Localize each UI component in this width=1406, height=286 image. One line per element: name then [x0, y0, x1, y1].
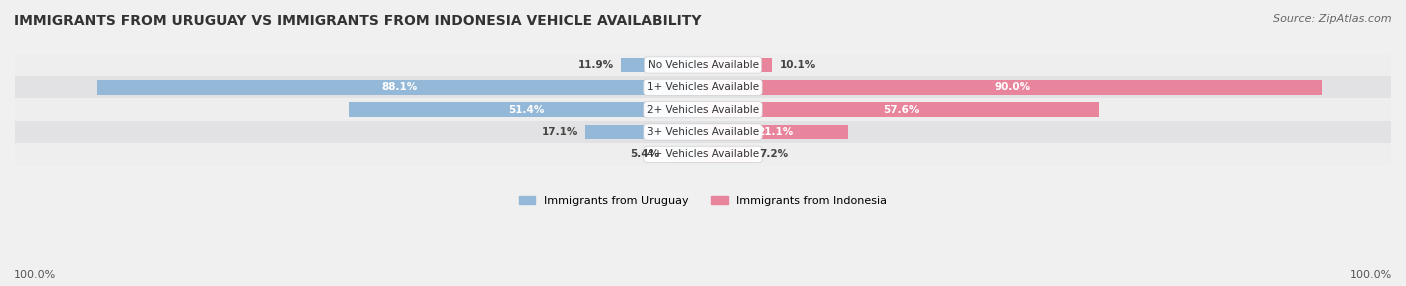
Text: 4+ Vehicles Available: 4+ Vehicles Available: [647, 149, 759, 159]
Bar: [15, 121, 1391, 143]
Bar: [703, 80, 1322, 95]
Bar: [585, 125, 703, 139]
Text: 10.1%: 10.1%: [779, 60, 815, 70]
Bar: [15, 98, 1391, 121]
Bar: [15, 143, 1391, 166]
Bar: [703, 102, 1099, 117]
Text: IMMIGRANTS FROM URUGUAY VS IMMIGRANTS FROM INDONESIA VEHICLE AVAILABILITY: IMMIGRANTS FROM URUGUAY VS IMMIGRANTS FR…: [14, 14, 702, 28]
Text: 100.0%: 100.0%: [14, 270, 56, 280]
Bar: [703, 58, 772, 72]
Text: 51.4%: 51.4%: [508, 105, 544, 115]
Text: 11.9%: 11.9%: [578, 60, 614, 70]
Text: 7.2%: 7.2%: [759, 149, 789, 159]
Bar: [666, 147, 703, 162]
Bar: [349, 102, 703, 117]
Text: 3+ Vehicles Available: 3+ Vehicles Available: [647, 127, 759, 137]
Text: Source: ZipAtlas.com: Source: ZipAtlas.com: [1274, 14, 1392, 24]
Text: 2+ Vehicles Available: 2+ Vehicles Available: [647, 105, 759, 115]
Text: 17.1%: 17.1%: [543, 127, 578, 137]
Legend: Immigrants from Uruguay, Immigrants from Indonesia: Immigrants from Uruguay, Immigrants from…: [515, 191, 891, 210]
Text: 21.1%: 21.1%: [758, 127, 794, 137]
Text: 88.1%: 88.1%: [382, 82, 418, 92]
Text: No Vehicles Available: No Vehicles Available: [648, 60, 758, 70]
Text: 1+ Vehicles Available: 1+ Vehicles Available: [647, 82, 759, 92]
Bar: [97, 80, 703, 95]
Text: 5.4%: 5.4%: [630, 149, 659, 159]
Bar: [703, 147, 752, 162]
Text: 57.6%: 57.6%: [883, 105, 920, 115]
Bar: [15, 54, 1391, 76]
Text: 90.0%: 90.0%: [994, 82, 1031, 92]
Bar: [15, 76, 1391, 98]
Text: 100.0%: 100.0%: [1350, 270, 1392, 280]
Bar: [703, 125, 848, 139]
Bar: [621, 58, 703, 72]
